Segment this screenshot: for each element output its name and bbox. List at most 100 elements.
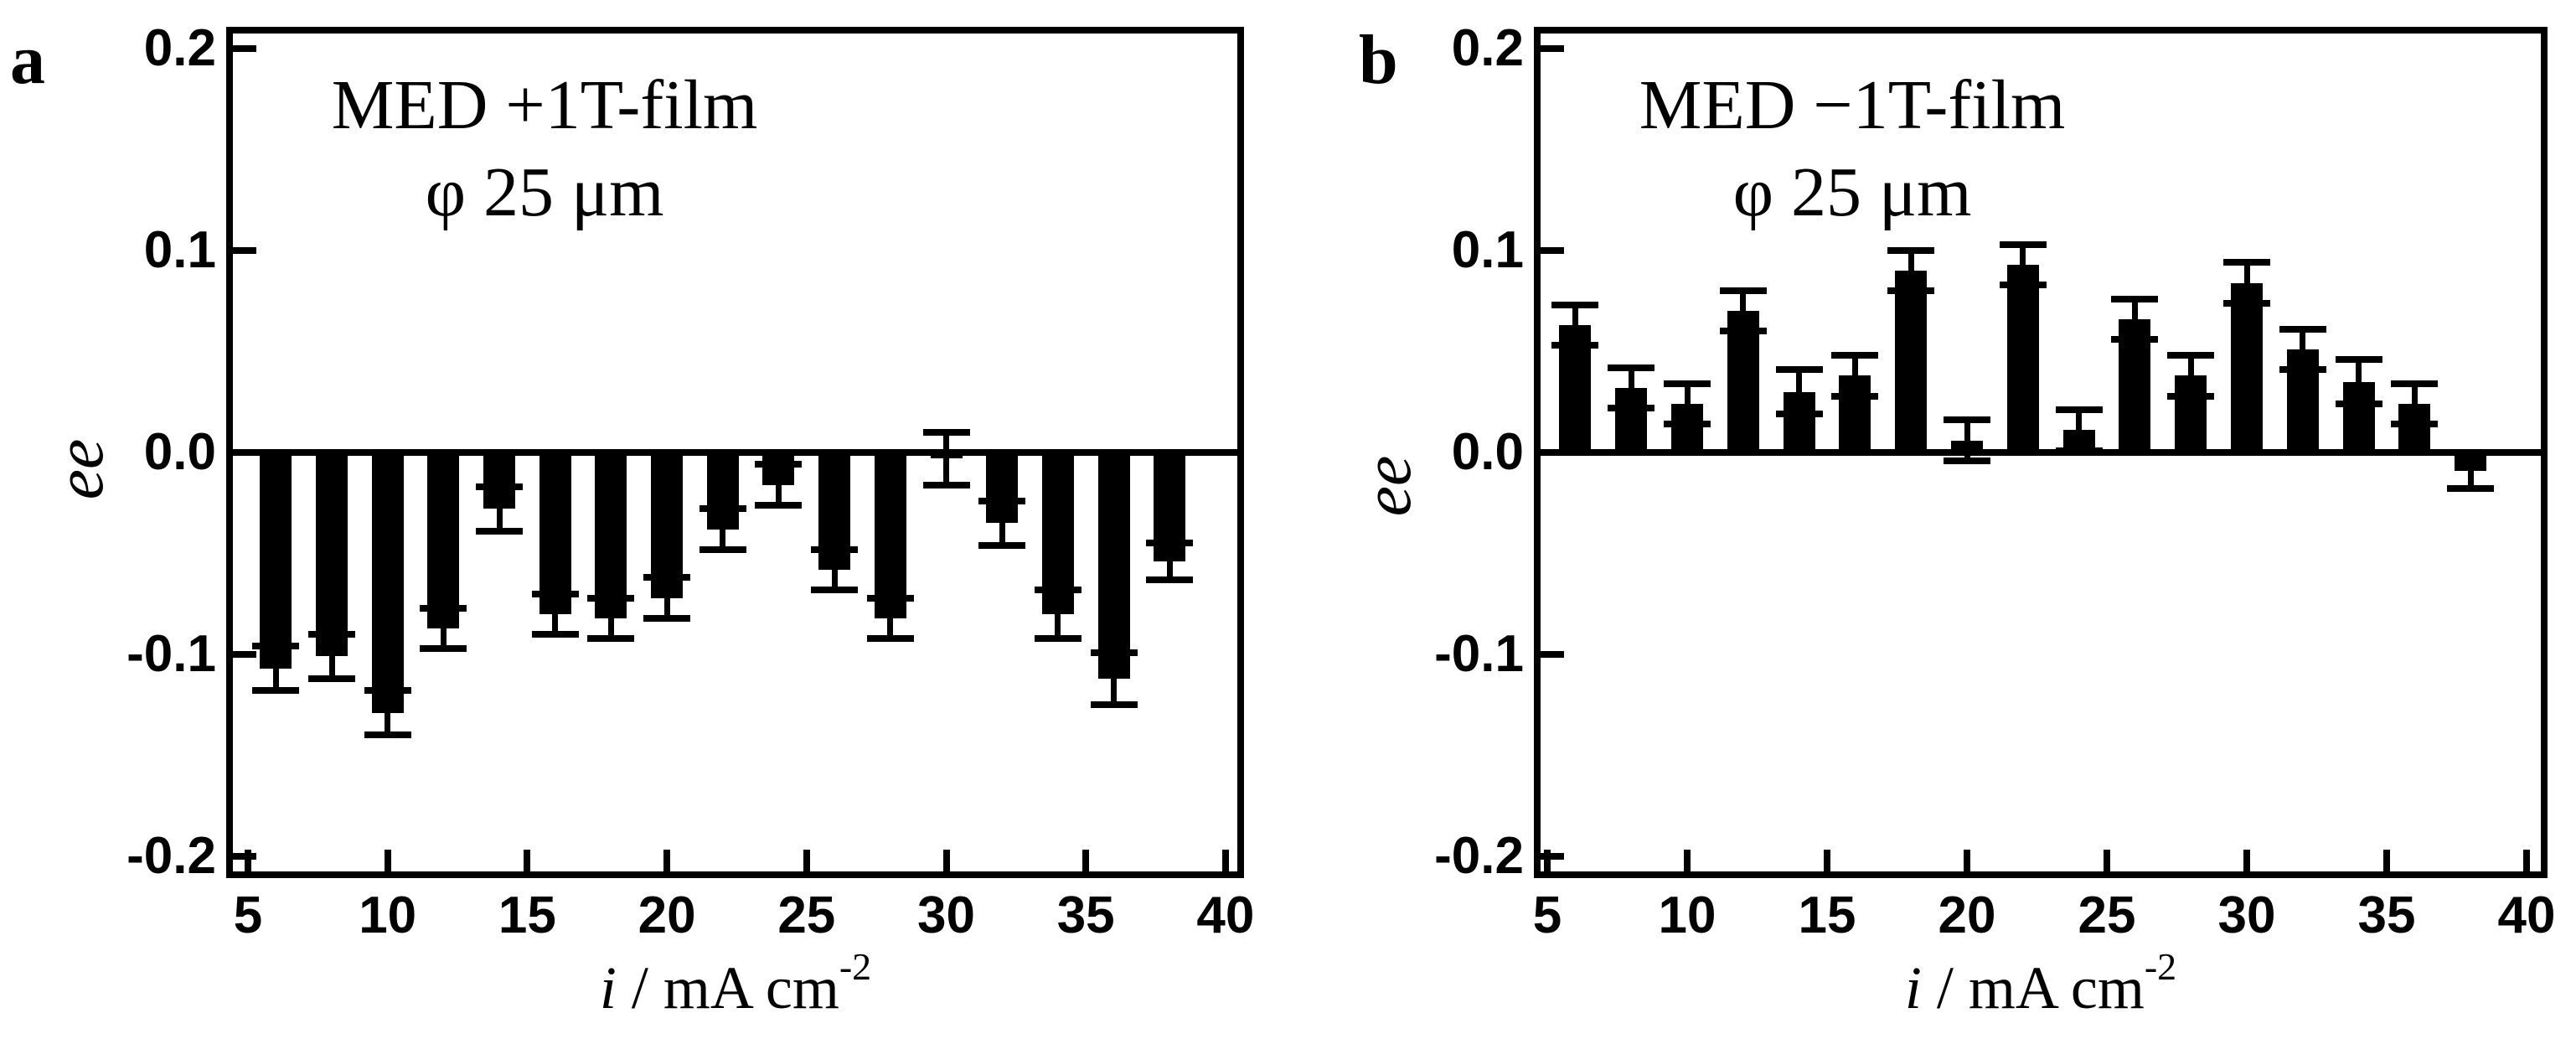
error-bar-cap-lower [643,614,691,622]
error-bar-cap-upper [2055,406,2103,414]
error-bar-cap-upper [1551,302,1599,309]
error-bar-cap-upper [531,590,579,597]
error-bar-cap-lower [1887,287,1935,295]
y-tick-mark [1541,853,1564,860]
panel-b-x-axis-variable: i [1904,954,1922,1021]
x-tick-label: 15 [1798,887,1856,944]
panel-b-title-line1: MED −1T-film [1639,66,2066,144]
y-tick-label: 0.1 [1451,221,1524,279]
error-bar-cap-lower [1034,634,1082,642]
error-bar-line [887,597,894,638]
error-bar-line [2187,355,2194,396]
error-bar-cap-lower [2279,366,2326,374]
error-bar-line [1907,251,1914,292]
panel-a-title-line2: φ 25 μm [425,153,664,231]
error-bar-cap-lower [1090,701,1138,709]
error-bar-line [2243,262,2250,303]
x-tick-label: 40 [2497,887,2556,944]
error-bar-line [2467,452,2474,489]
error-bar-line [775,464,782,505]
y-tick-label: -0.2 [126,827,216,885]
y-tick-mark [1541,651,1564,658]
y-tick-label: 0.0 [143,423,216,481]
error-bar-cap-upper [364,687,411,695]
panel-a-plot-area: MED +1T-film φ 25 μm [226,27,1244,878]
x-tick-mark [1824,850,1830,871]
error-bar-cap-upper [1664,380,1711,388]
panel-b-plot-area: MED −1T-film φ 25 μm [1534,27,2548,878]
y-tick-label: -0.1 [126,625,216,683]
error-bar-cap-lower [1146,576,1194,583]
error-bar-line [999,500,1005,545]
error-bar-cap-lower [1719,328,1767,335]
error-bar-cap-upper [811,545,859,553]
error-bar-line [328,633,335,679]
panel-a-x-axis-exponent: -2 [839,945,872,988]
x-tick-label: 5 [233,887,263,944]
error-bar-cap-upper [1146,540,1194,547]
error-bar-cap-upper [2167,352,2215,359]
x-tick-mark [384,850,391,871]
panel-a-title-line1: MED +1T-film [331,66,758,144]
zero-axis-line [1534,449,2548,456]
error-bar-line [272,646,279,691]
x-tick-label: 30 [917,887,975,944]
error-bar-cap-upper [308,630,356,638]
error-bar-cap-upper [978,497,1026,504]
x-tick-label: 35 [1056,887,1115,944]
error-bar-cap-upper [866,594,914,602]
x-tick-mark [1221,850,1229,871]
x-tick-mark [1544,850,1551,871]
panel-b-title-line2: φ 25 μm [1732,153,1972,231]
error-bar-cap-lower [1831,392,1879,400]
x-tick-mark [663,850,671,871]
x-tick-label: 10 [359,887,417,944]
error-bar-cap-lower [2447,485,2495,493]
error-bar-line [2356,359,2362,405]
x-tick-mark [1684,850,1691,871]
error-bar-cap-lower [1775,411,1823,418]
x-tick-mark [2243,850,2250,871]
y-tick-mark [1541,449,1564,456]
error-bar-cap-upper [699,505,746,513]
error-bar-cap-lower [2335,401,2382,408]
error-bar-cap-upper [1608,364,1655,371]
error-bar-line [1628,367,1634,408]
bar [1895,271,1928,452]
error-bar-cap-lower [420,644,467,652]
panel-b-x-axis-label: i / mA cm-2 [1747,932,2334,1023]
error-bar-line [607,597,614,638]
zero-axis-line [226,449,1244,456]
x-tick-mark [1964,850,1970,871]
error-bar-line [663,577,670,618]
y-tick-label: -0.1 [1434,625,1524,683]
error-bar-cap-lower [308,675,356,682]
error-bar-cap-lower [587,634,635,642]
error-bar-line [2411,384,2418,425]
y-tick-label: 0.2 [1451,19,1524,77]
error-bar-cap-upper [1831,352,1879,359]
y-tick-label: 0.0 [1451,423,1524,481]
panel-a: a ee MED +1T-film φ 25 μm i / mA cm-2 0.… [10,19,1254,1021]
error-bar-line [1684,384,1691,425]
x-tick-mark [245,850,251,871]
panel-a-x-axis-units: / mA cm [616,954,839,1021]
error-bar-line [2020,244,2026,285]
bar [316,452,348,657]
error-bar-line [1111,652,1118,706]
x-tick-label: 20 [638,887,696,944]
bar [2231,282,2263,452]
error-bar-cap-upper [922,428,970,436]
y-tick-mark [233,449,256,456]
error-bar-cap-lower [1551,342,1599,349]
error-bar-cap-upper [1775,366,1823,374]
x-tick-label: 15 [498,887,556,944]
error-bar-cap-upper [1719,287,1767,295]
error-bar-line [943,432,949,485]
x-tick-mark [1082,850,1090,871]
error-bar-line [385,690,391,736]
error-bar-line [1572,305,1578,346]
error-bar-line [496,486,503,531]
error-bar-cap-lower [1664,421,1711,428]
error-bar-cap-upper [476,483,524,490]
